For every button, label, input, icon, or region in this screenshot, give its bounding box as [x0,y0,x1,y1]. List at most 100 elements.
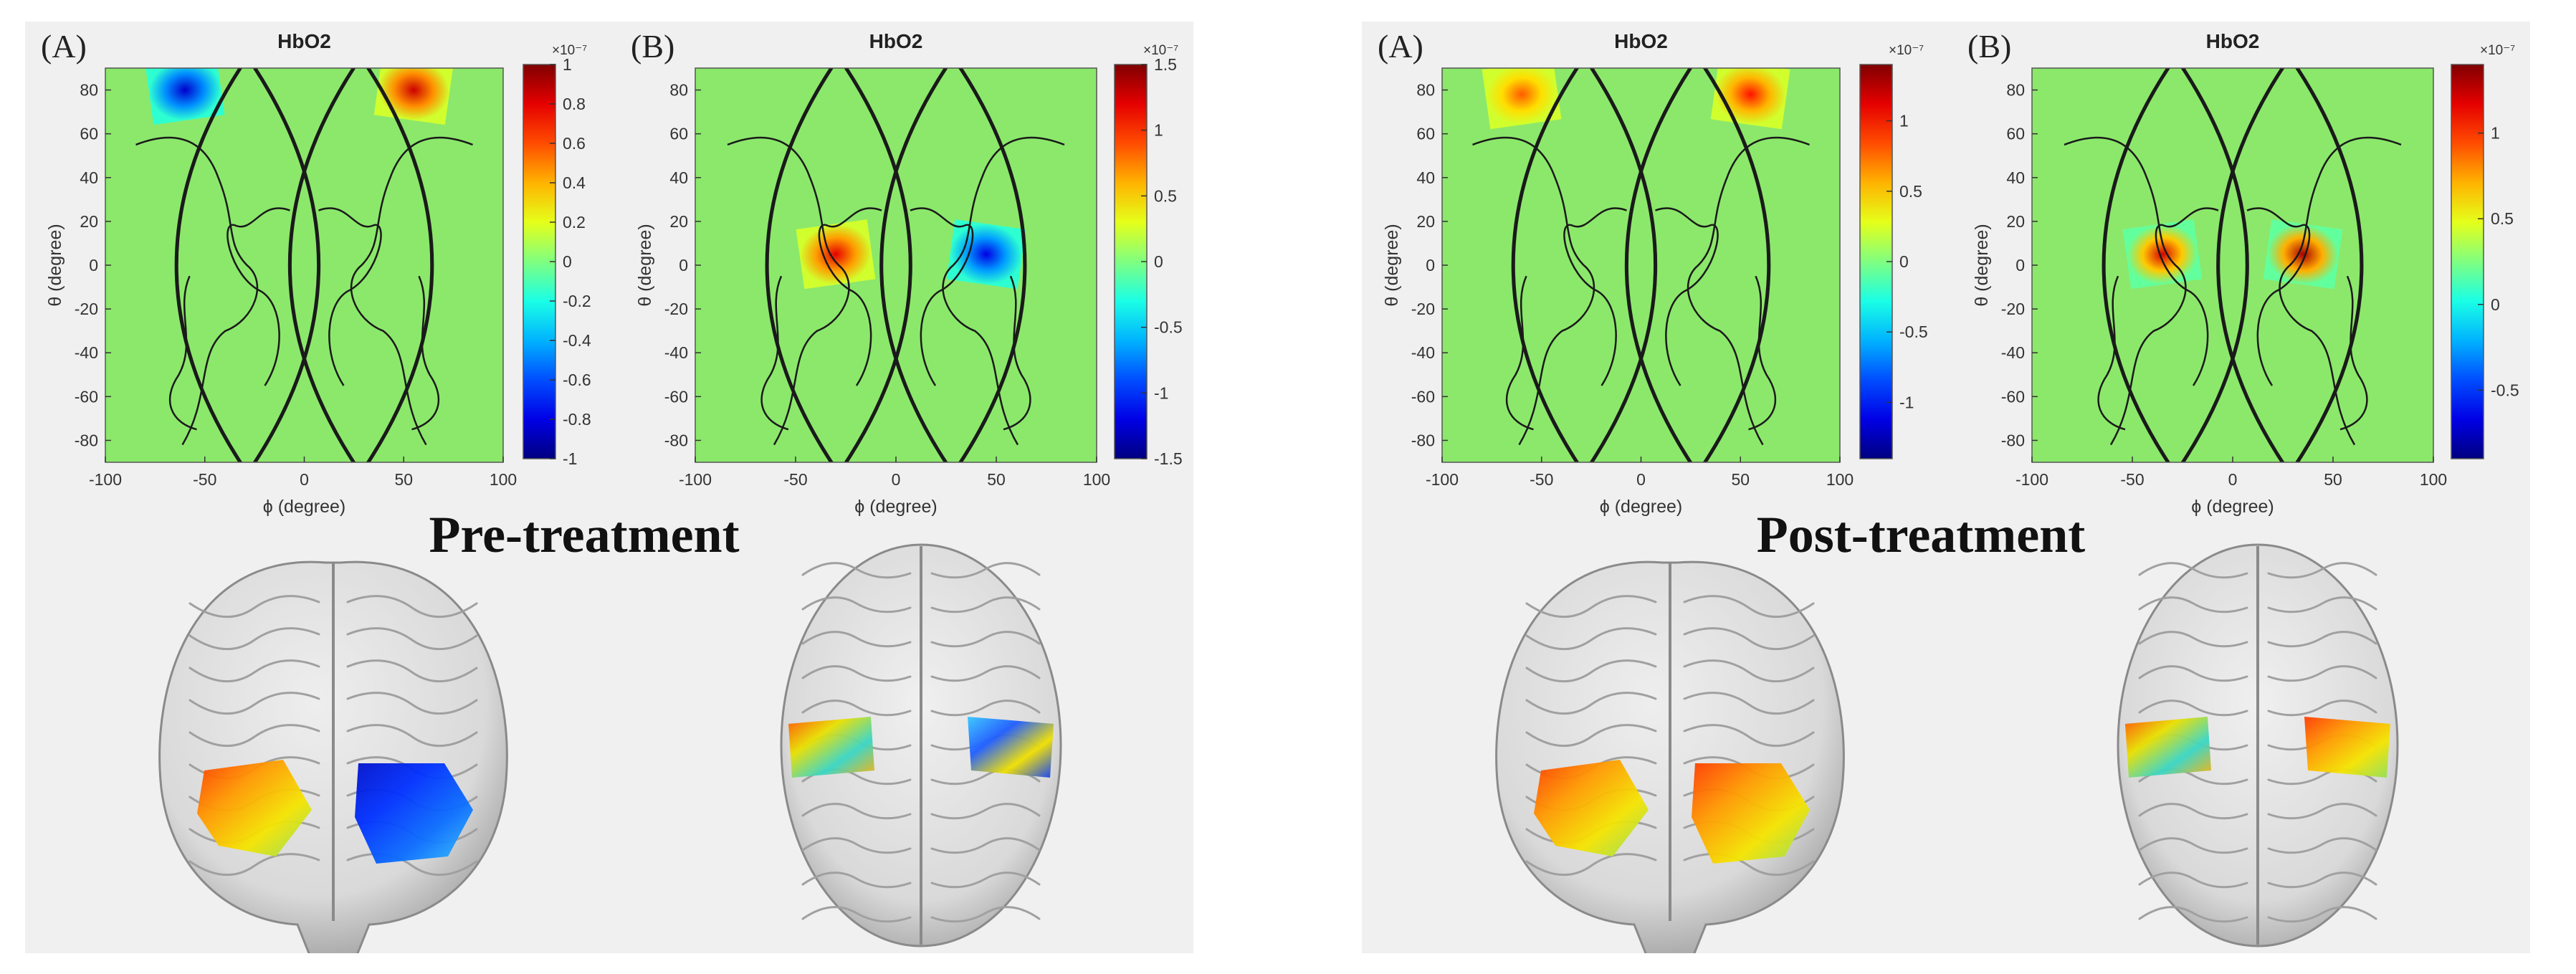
activation-blob [1482,68,1562,130]
y-tick-label: -40 [2001,343,2025,362]
gyrus-fold [2138,562,2248,579]
x-tick-label: 100 [1083,470,1110,489]
subplot-label: (A) [41,28,87,65]
region-contour [1655,207,1719,386]
x-tick-label: 50 [394,470,413,489]
colorbar-tick-label: -1 [1154,383,1168,402]
gyrus-fold [1683,627,1815,651]
colorbar-tick-label: -1 [563,449,577,468]
brain-top-view [2117,543,2399,947]
figure-caption: Pre-treatment [429,506,739,563]
x-tick-label: 0 [300,470,309,489]
gyrus-fold [346,627,478,651]
subplot-label: (B) [631,28,674,65]
gyrus-fold [930,665,1041,682]
y-tick-label: -40 [664,343,688,362]
gyrus-fold [189,595,320,619]
y-tick-label: 40 [669,168,688,187]
y-tick-label: -40 [1411,343,1435,362]
y-axis-label: θ (degree) [635,224,655,306]
y-tick-label: -20 [1411,300,1435,318]
colorbar-tick-label: 1 [1899,112,1909,130]
gyrus-fold [930,700,1041,717]
y-tick-label: -60 [75,387,98,406]
hemisphere-outline [287,68,356,462]
activation-blob [2122,219,2203,290]
x-axis-label: ϕ (degree) [854,497,937,517]
colorbar-tick-label: 1.5 [1154,55,1177,74]
region-contour [350,136,473,446]
pre-treatment-graphics: (A) HbO2-100 -50 0 50 100806040200-20-40-60-8… [41,28,1183,953]
gyrus-fold [2138,837,2248,854]
y-tick-label: -80 [1411,431,1435,449]
colorbar-tick-label: -0.6 [563,371,591,389]
y-tick-label: 40 [80,168,98,187]
region-contour [135,136,259,446]
colorbar-exponent: ×10⁻⁷ [2480,43,2515,58]
colorbar-tick-label: 0.5 [1154,186,1177,205]
gyrus-fold [930,906,1041,923]
left-activation-patch [2125,717,2211,778]
colorbar-tick-label: 1 [563,55,572,74]
y-axis-label: θ (degree) [45,224,65,306]
x-tick-label: -50 [1530,470,1553,489]
x-tick-label: -50 [783,470,807,489]
gyrus-fold [2267,631,2377,648]
gyrus-fold [801,562,912,579]
x-tick-label: 50 [987,470,1006,489]
region-contour [318,207,382,386]
gyrus-fold [1683,724,1815,748]
x-tick-label: 0 [892,470,901,489]
gyrus-fold [1683,595,1815,619]
y-tick-label: 80 [80,81,98,100]
region-contour [2339,275,2368,431]
y-tick-label: 0 [679,256,688,274]
x-axis-label: ϕ (degree) [263,497,345,517]
colorbar-exponent: ×10⁻⁷ [552,43,587,58]
gyrus-fold [801,837,912,854]
y-tick-label: 80 [1416,81,1435,100]
hemisphere-outline [2180,68,2249,462]
y-tick-label: -80 [2001,431,2025,449]
gyri-folds [801,562,1041,923]
y-tick-label: -60 [1411,387,1435,406]
colorbar-exponent: ×10⁻⁷ [1143,43,1178,58]
region-contour [2246,207,2311,386]
region-contour [1687,136,1810,446]
region-contour [1505,275,1534,431]
pre-treatment-figure: (A) HbO2 -100 -50 0 50 100 80 60 40 20 0 -20 -40 -60 -8… [25,22,1193,953]
hemisphere-outline [879,68,948,462]
y-tick-label: 20 [2006,212,2025,231]
gyrus-fold [801,803,912,820]
y-tick-label: 20 [1416,212,1435,231]
region-contour [2279,136,2402,446]
y-tick-label: -80 [75,431,98,449]
gyrus-fold [1525,724,1657,748]
colorbar-tick-label: 0 [563,252,572,271]
colorbar-tick-label: -0.5 [1154,318,1183,337]
gyrus-fold [801,700,912,717]
x-tick-label: -100 [679,470,712,489]
activation-layer [145,68,454,125]
gyrus-fold [189,853,320,877]
colorbar-tick-label: -0.4 [563,331,591,350]
figure-caption: Post-treatment [1757,506,2085,563]
colorbar-exponent: ×10⁻⁷ [1889,43,1924,58]
region-contour [2155,207,2219,386]
colorbar-tick-label: 0.5 [2491,209,2514,228]
brain-frontal-view [1495,560,1845,953]
gyrus-fold [189,692,320,715]
x-tick-label: -100 [2016,470,2048,489]
gyrus-fold [2138,700,2248,717]
colorbar-tick-label: -0.8 [563,410,591,429]
activation-layer [796,219,1026,290]
y-tick-label: 40 [2006,168,2025,187]
brain-frontal-view [158,560,508,953]
region-contour [910,207,974,386]
plot-title: HbO2 [869,30,923,52]
region-contour [411,275,440,431]
gyrus-fold [1683,692,1815,715]
hemisphere-outlines [174,68,434,462]
gyrus-fold [1525,659,1657,683]
gyrus-fold [2267,562,2377,579]
